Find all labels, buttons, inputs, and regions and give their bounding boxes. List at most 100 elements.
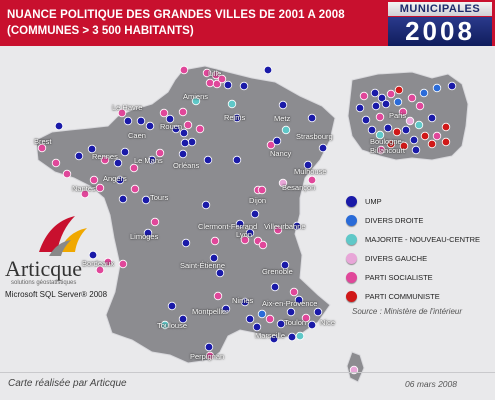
- legend-item: DIVERS DROITE: [343, 215, 493, 229]
- city-marker: [178, 314, 188, 324]
- city-marker: [361, 115, 371, 125]
- city-marker: [178, 107, 188, 117]
- city-marker: [432, 83, 442, 93]
- city-marker: [147, 155, 157, 165]
- city-marker: [89, 175, 99, 185]
- city-marker: [419, 88, 429, 98]
- city-marker: [273, 225, 283, 235]
- city-marker: [213, 291, 223, 301]
- city-label-clermont: Clermont-Ferrand: [198, 222, 258, 231]
- city-marker: [205, 351, 215, 361]
- city-marker: [54, 121, 64, 131]
- city-marker: [210, 236, 220, 246]
- city-marker: [113, 158, 123, 168]
- city-marker: [179, 65, 189, 75]
- city-marker: [155, 148, 165, 158]
- city-marker: [159, 108, 169, 118]
- city-label-angers: Angers: [103, 174, 127, 183]
- date-text: 06 mars 2008: [405, 379, 457, 389]
- city-marker: [201, 200, 211, 210]
- legend-label: MAJORITE - NOUVEAU-CENTRE: [365, 235, 481, 244]
- city-marker: [301, 313, 311, 323]
- city-marker: [171, 124, 181, 134]
- city-marker: [227, 99, 237, 109]
- city-marker: [307, 175, 317, 185]
- city-label-saint-etienne: Saint-Étienne: [180, 261, 226, 270]
- city-marker: [257, 309, 267, 319]
- city-marker: [212, 79, 222, 89]
- city-marker: [181, 238, 191, 248]
- city-marker: [303, 160, 313, 170]
- city-label-le-havre: Le Havre: [112, 103, 143, 112]
- city-label-rouen: Rouen: [160, 122, 183, 131]
- city-marker: [420, 131, 430, 141]
- credit-text: Carte réalisée par Articque: [8, 378, 127, 389]
- city-marker: [272, 136, 282, 146]
- city-marker: [202, 68, 212, 78]
- city-marker: [232, 113, 242, 123]
- city-label-nice: Nice: [320, 318, 336, 327]
- city-marker: [117, 108, 127, 118]
- city-label-dijon: Dijon: [249, 196, 267, 205]
- legend-item: PARTI SOCIALISTE: [343, 272, 493, 286]
- city-marker: [179, 128, 189, 138]
- city-marker: [313, 307, 323, 317]
- city-marker: [386, 89, 396, 99]
- city-marker: [221, 304, 231, 314]
- city-marker: [240, 235, 250, 245]
- city-marker: [381, 99, 391, 109]
- source-note: Source : Ministère de l'intérieur: [352, 307, 463, 316]
- city-marker: [136, 116, 146, 126]
- city-marker: [376, 145, 386, 155]
- city-marker: [235, 219, 245, 229]
- city-marker: [281, 125, 291, 135]
- city-label-brest: Brest: [34, 137, 52, 146]
- city-label-reims: Reims: [224, 113, 246, 122]
- city-marker: [217, 74, 227, 84]
- city-marker: [115, 175, 125, 185]
- city-marker: [178, 149, 188, 159]
- city-marker: [375, 130, 385, 140]
- city-marker: [427, 139, 437, 149]
- city-marker: [240, 297, 250, 307]
- city-label-bordeaux: Bordeaux: [82, 259, 115, 268]
- city-marker: [195, 124, 205, 134]
- articque-logo-icon: [39, 216, 87, 256]
- city-marker: [441, 122, 451, 132]
- legend-marker: [346, 291, 357, 302]
- city-marker: [87, 144, 97, 154]
- city-marker: [278, 100, 288, 110]
- articque-logo: Articque solutions géostatistiques Micro…: [5, 212, 108, 307]
- city-marker: [204, 342, 214, 352]
- logo-product: Microsoft SQL Server® 2008: [5, 290, 108, 299]
- city-marker: [123, 116, 133, 126]
- city-marker: [375, 112, 385, 122]
- city-marker: [432, 131, 442, 141]
- city-label-aix: Aix-en-Provence: [262, 299, 318, 308]
- city-marker: [130, 184, 140, 194]
- city-marker: [141, 195, 151, 205]
- city-marker: [287, 332, 297, 342]
- city-marker: [401, 125, 411, 135]
- city-marker: [187, 137, 197, 147]
- city-label-orleans: Orléans: [173, 161, 200, 170]
- city-marker: [118, 194, 128, 204]
- city-marker: [307, 320, 317, 330]
- city-label-nancy: Nancy: [270, 149, 292, 158]
- city-label-tours: Tours: [150, 193, 169, 202]
- city-label-lyon: Lyon: [236, 230, 252, 239]
- city-marker: [258, 240, 268, 250]
- legend-marker: [346, 196, 357, 207]
- logo-name: Articque: [5, 256, 82, 281]
- city-marker: [232, 155, 242, 165]
- city-marker: [150, 217, 160, 227]
- city-marker: [292, 221, 302, 231]
- city-label-amiens: Amiens: [183, 92, 209, 101]
- legend-item: PARTI COMMUNISTE: [343, 291, 493, 305]
- inset-label-paris: Paris: [389, 111, 407, 120]
- city-marker: [95, 265, 105, 275]
- city-marker: [143, 228, 153, 238]
- city-marker: [377, 93, 387, 103]
- city-marker: [294, 295, 304, 305]
